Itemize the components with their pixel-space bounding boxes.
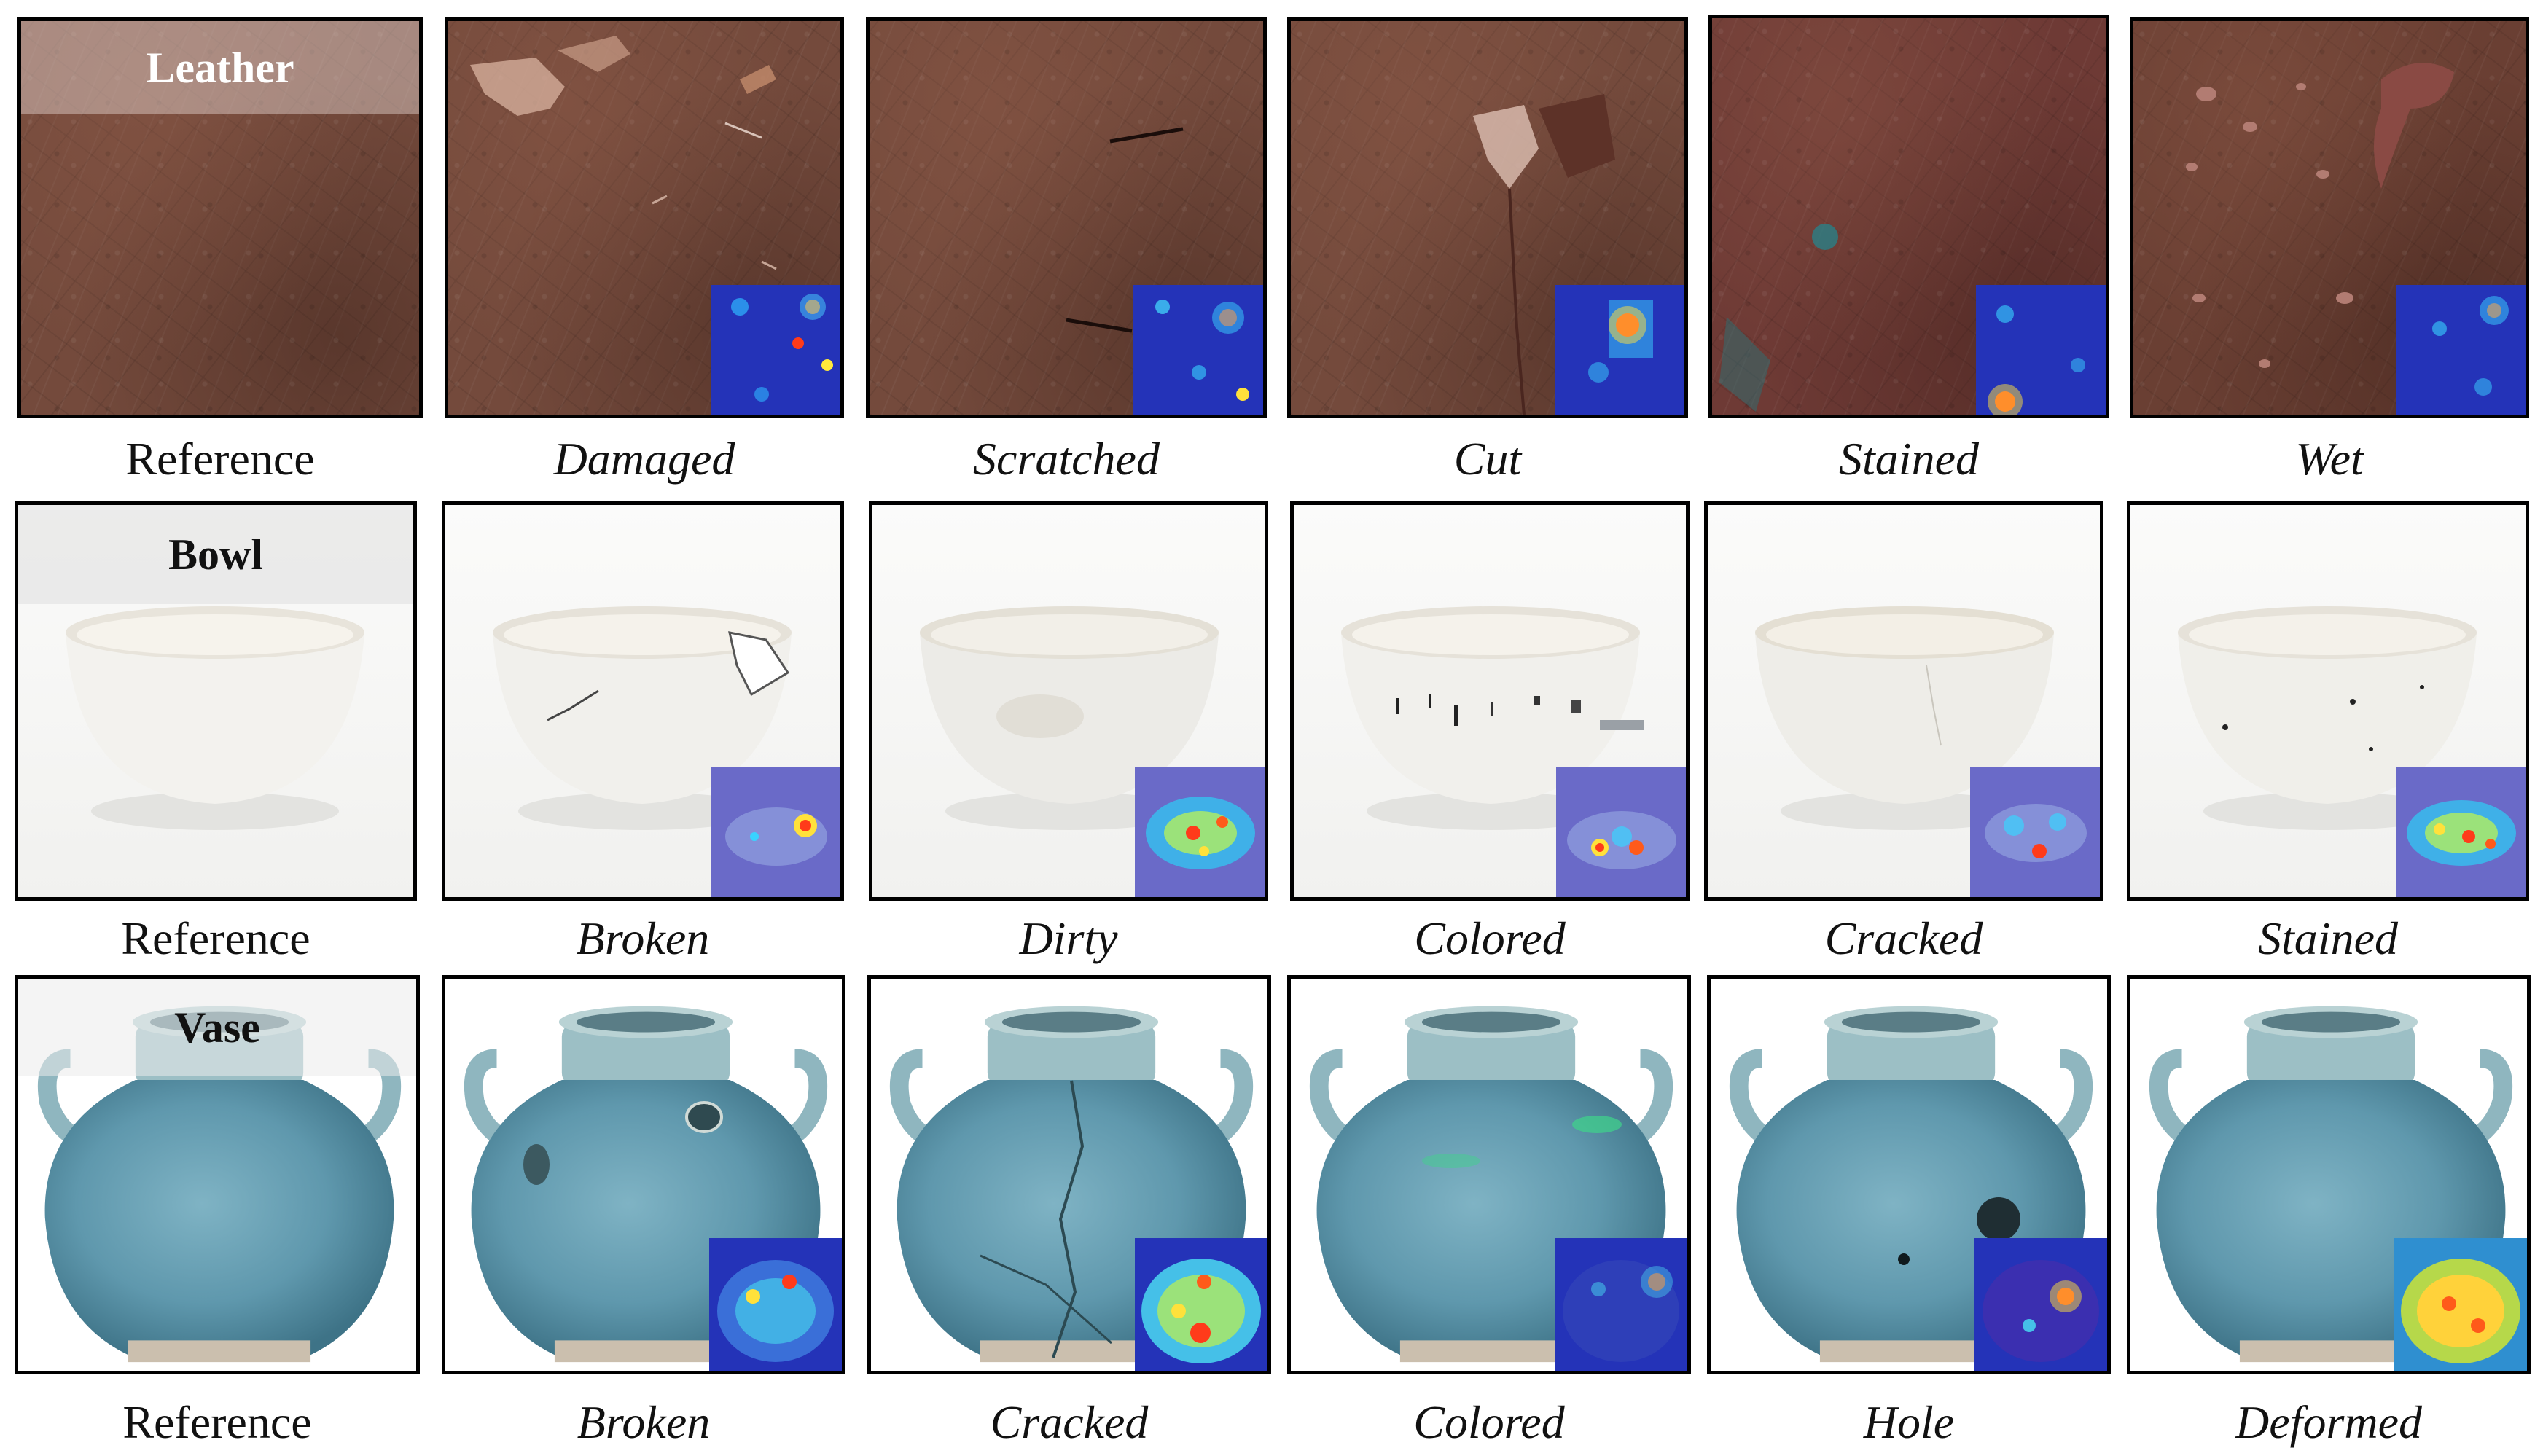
leather-damaged-image — [445, 17, 844, 418]
anomaly-heatmap-inset — [1555, 1238, 1687, 1371]
leather-stained-image — [1708, 15, 2109, 418]
anomaly-heatmap-inset — [2396, 767, 2526, 897]
defect-caption: Dirty — [1019, 912, 1118, 964]
anomaly-heatmap-inset — [711, 285, 840, 415]
vase-shape — [871, 979, 1271, 1374]
bowl-shape — [66, 606, 364, 830]
anomaly-heatmap-inset — [1555, 285, 1684, 415]
defect-caption: Hole — [1863, 1396, 1955, 1448]
cut-marks — [1473, 94, 1615, 415]
vase-colored-image — [1287, 975, 1691, 1374]
anomaly-heatmap-inset — [711, 767, 840, 897]
defect-caption: Stained — [2258, 912, 2398, 964]
vase-shape — [1711, 979, 2111, 1374]
anomaly-heatmap-inset — [1970, 767, 2100, 897]
leather-cut-image — [1287, 17, 1688, 418]
defect-caption: Broken — [577, 1396, 711, 1448]
defect-caption: Scratched — [973, 433, 1160, 485]
anomaly-heatmap-inset — [1135, 767, 1265, 897]
defect-caption: Cracked — [990, 1396, 1149, 1448]
bowl-dirty-image — [869, 501, 1268, 901]
vase-shape — [445, 979, 845, 1374]
anomaly-heatmap-inset — [2396, 285, 2526, 415]
bowl-shape — [1755, 606, 2054, 830]
vase-hole-image — [1707, 975, 2111, 1374]
defect-caption: Wet — [2295, 433, 2364, 485]
defect-caption: Deformed — [2235, 1396, 2422, 1448]
defect-caption: Cracked — [1824, 912, 1983, 964]
category-banner-bowl: Bowl — [18, 505, 413, 604]
scratch-marks — [1066, 127, 1184, 333]
anomaly-heatmap-inset — [1974, 1238, 2107, 1371]
bowl-shape — [920, 606, 1219, 830]
bowl-shape — [1341, 606, 1644, 830]
category-banner-leather: Leather — [21, 21, 419, 114]
water-droplet-marks — [2186, 63, 2454, 368]
leather-scratched-image — [866, 17, 1267, 418]
vase-cracked-image — [867, 975, 1271, 1374]
bowl-shape — [2178, 606, 2477, 830]
anomaly-heatmap-inset — [709, 1238, 842, 1371]
bowl-shape — [493, 606, 792, 830]
bowl-cracked-image — [1704, 501, 2103, 901]
bowl-stained-image — [2127, 501, 2529, 901]
defect-caption: Colored — [1414, 912, 1566, 964]
stain-marks — [1719, 224, 1838, 412]
anomaly-heatmap-inset — [2394, 1238, 2527, 1371]
anomaly-heatmap-inset — [1133, 285, 1263, 415]
defect-caption: Broken — [576, 912, 710, 964]
anomaly-heatmap-inset — [1556, 767, 1686, 897]
anomaly-heatmap-inset — [1135, 1238, 1267, 1371]
defect-caption: Stained — [1839, 433, 1979, 485]
reference-caption-bowl: Reference — [121, 912, 310, 964]
reference-caption-leather: Reference — [125, 433, 315, 485]
category-banner-vase: Vase — [18, 979, 416, 1076]
vase-broken-image — [442, 975, 845, 1374]
vase-reference-image: Vase — [15, 975, 420, 1374]
leather-wet-image — [2130, 17, 2529, 418]
bowl-reference-image: Bowl — [15, 501, 417, 901]
peeling-damage-marks — [470, 36, 777, 270]
leather-reference-image: Leather — [17, 17, 423, 418]
vase-deformed-image — [2127, 975, 2531, 1374]
anomaly-heatmap-inset — [1976, 285, 2106, 415]
defect-caption: Colored — [1413, 1396, 1565, 1448]
defect-caption: Damaged — [553, 433, 735, 485]
vase-shape — [1291, 979, 1691, 1374]
reference-caption-vase: Reference — [122, 1396, 312, 1448]
defect-caption: Cut — [1453, 433, 1522, 485]
bowl-colored-image — [1290, 501, 1690, 901]
bowl-broken-image — [442, 501, 844, 901]
